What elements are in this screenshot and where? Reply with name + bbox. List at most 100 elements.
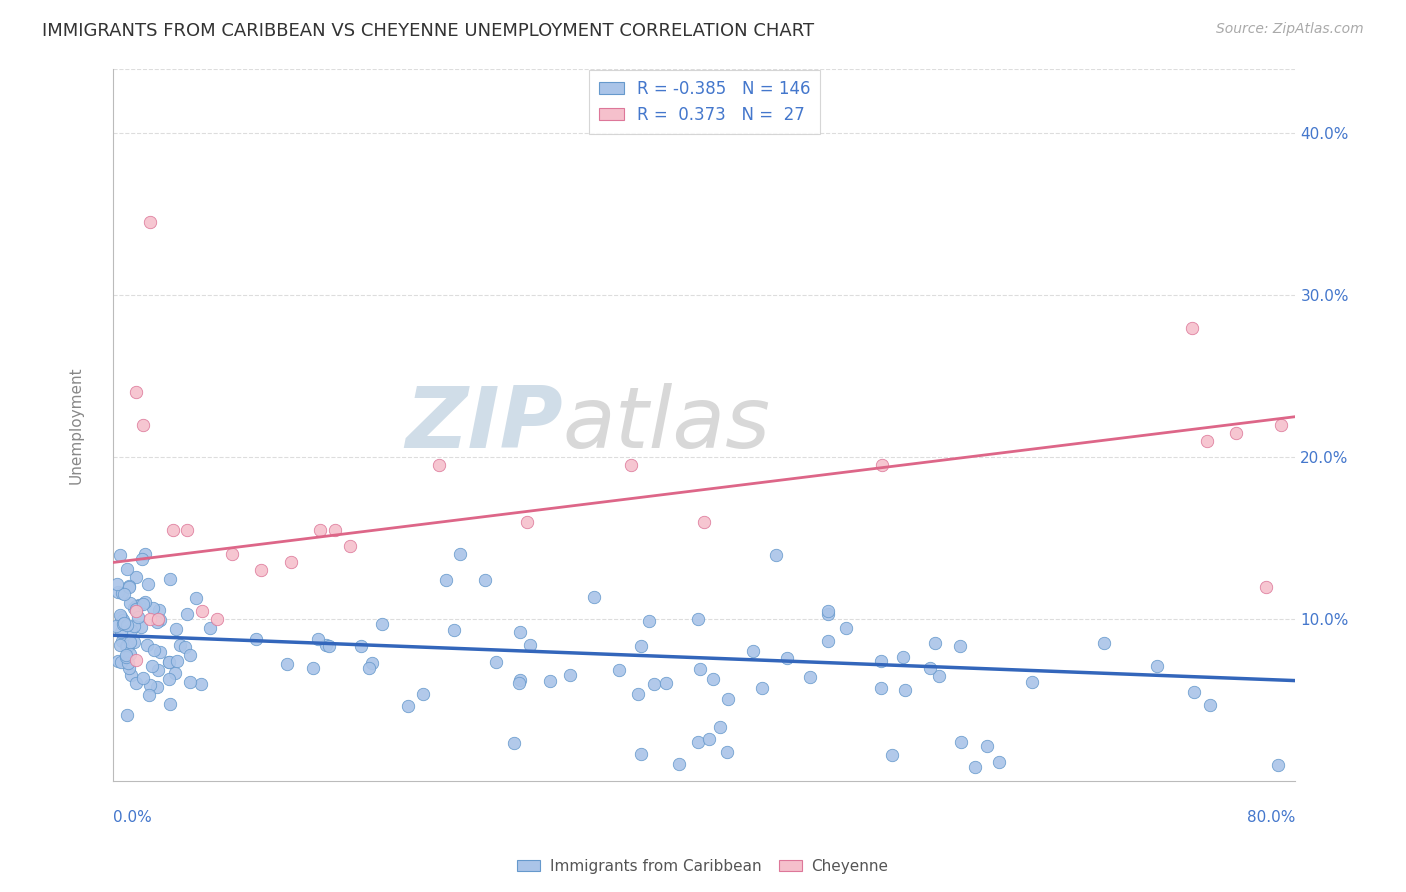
Point [173,640,195,654]
Point [115,648,138,663]
Point [124,604,146,618]
Point [869,681,891,695]
Point [139,215,162,229]
Point [221,547,243,561]
Point [107,654,129,668]
Point [146,615,169,629]
Point [112,587,135,601]
Point [1146,659,1168,673]
Point [146,612,169,626]
Point [124,635,146,649]
Point [1195,434,1218,448]
Point [893,682,915,697]
Point [339,539,361,553]
Point [179,675,201,690]
Point [693,515,716,529]
Point [118,579,141,593]
Point [163,666,186,681]
Point [146,663,169,677]
Point [502,736,524,750]
Point [107,584,129,599]
Point [110,625,132,640]
Point [775,651,797,665]
Point [709,720,731,734]
Point [108,638,131,652]
Point [139,678,162,692]
Point [110,608,132,623]
Point [870,654,893,668]
Point [309,523,332,537]
Point [138,688,160,702]
Point [686,735,709,749]
Point [643,677,665,691]
Point [1254,580,1277,594]
Point [132,671,155,685]
Point [165,622,187,636]
Point [141,659,163,673]
Legend: Immigrants from Caribbean, Cheyenne: Immigrants from Caribbean, Cheyenne [512,853,894,880]
Point [250,564,273,578]
Point [104,619,127,633]
Point [620,458,643,473]
Point [129,620,152,634]
Point [146,681,169,695]
Point [638,614,661,628]
Point [1199,698,1222,713]
Point [870,458,893,473]
Point [134,595,156,609]
Point [686,612,709,626]
Point [630,639,652,653]
Point [117,639,139,653]
Point [509,625,531,640]
Point [357,661,380,675]
Point [315,638,337,652]
Point [138,577,160,591]
Point [1181,320,1204,334]
Point [125,570,148,584]
Point [485,655,508,669]
Point [276,657,298,671]
Legend: R = -0.385   N = 146, R =  0.373   N =  27: R = -0.385 N = 146, R = 0.373 N = 27 [589,70,820,134]
Point [111,585,134,599]
Point [702,672,724,686]
Point [124,385,146,400]
Point [132,417,155,432]
Point [111,634,134,648]
Text: Source: ZipAtlas.com: Source: ZipAtlas.com [1216,22,1364,37]
Point [976,739,998,753]
Point [1092,636,1115,650]
Point [519,638,541,652]
Point [799,670,821,684]
Point [148,603,170,617]
Point [1021,674,1043,689]
Text: ZIP: ZIP [405,384,562,467]
Point [118,647,141,661]
Point [717,691,740,706]
Point [120,596,142,610]
Text: atlas: atlas [562,384,770,467]
Point [159,656,181,670]
Point [350,639,373,653]
Point [302,661,325,675]
Point [131,551,153,566]
Point [149,645,172,659]
Point [607,663,630,677]
Point [880,748,903,763]
Point [157,655,180,669]
Point [371,617,394,632]
Point [159,572,181,586]
Point [891,649,914,664]
Point [117,639,139,653]
Point [176,523,198,537]
Point [114,615,136,630]
Point [112,613,135,627]
Point [105,577,128,591]
Point [817,634,839,648]
Point [765,548,787,562]
Point [474,573,496,587]
Point [198,621,221,635]
Point [166,654,188,668]
Point [443,623,465,637]
Point [120,623,142,637]
Point [508,676,530,690]
